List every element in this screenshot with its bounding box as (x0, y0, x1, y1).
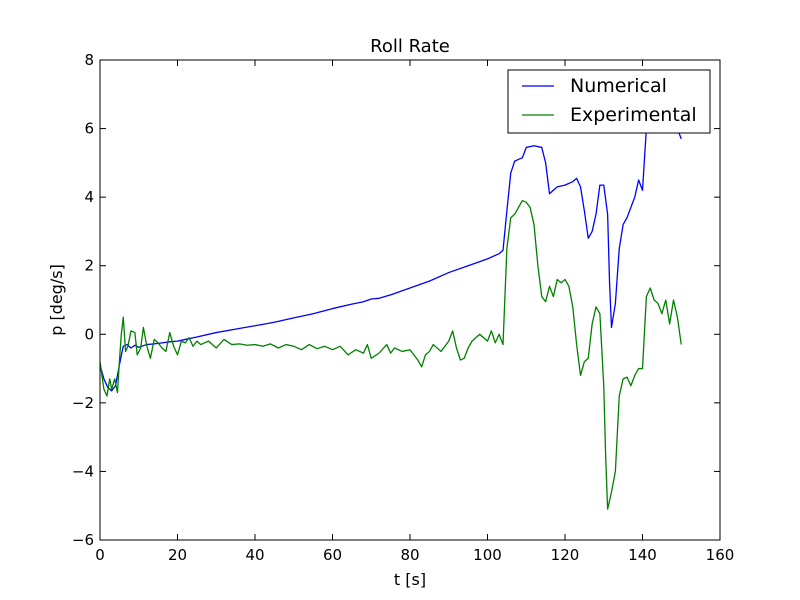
legend-label-experimental: Experimental (570, 104, 697, 126)
x-tick-label: 80 (400, 546, 419, 564)
y-tick-label: −6 (72, 531, 94, 549)
x-tick-label: 160 (706, 546, 735, 564)
y-tick-label: 0 (84, 325, 94, 343)
legend-box (507, 69, 711, 134)
x-tick-label: 20 (168, 546, 187, 564)
y-tick-label: 6 (84, 120, 94, 138)
x-tick-label: 60 (323, 546, 342, 564)
x-tick-label: 0 (95, 546, 105, 564)
y-tick-label: −4 (72, 462, 94, 480)
series-line-numerical (100, 114, 682, 392)
legend-label-numerical: Numerical (570, 75, 667, 97)
y-tick-label: 8 (84, 51, 94, 69)
y-axis-label: p [deg/s] (47, 264, 66, 336)
x-tick-label: 100 (473, 546, 502, 564)
series-line-experimental (100, 199, 682, 510)
y-tick-label: 4 (84, 188, 94, 206)
x-tick-label: 40 (245, 546, 264, 564)
x-axis-label: t [s] (394, 570, 426, 589)
legend: Numerical Experimental (507, 69, 711, 134)
y-tick-label: 2 (84, 257, 94, 275)
x-tick-label: 120 (551, 546, 580, 564)
chart-title: Roll Rate (370, 36, 450, 57)
y-tick-label: −2 (72, 394, 94, 412)
x-tick-label: 140 (628, 546, 657, 564)
